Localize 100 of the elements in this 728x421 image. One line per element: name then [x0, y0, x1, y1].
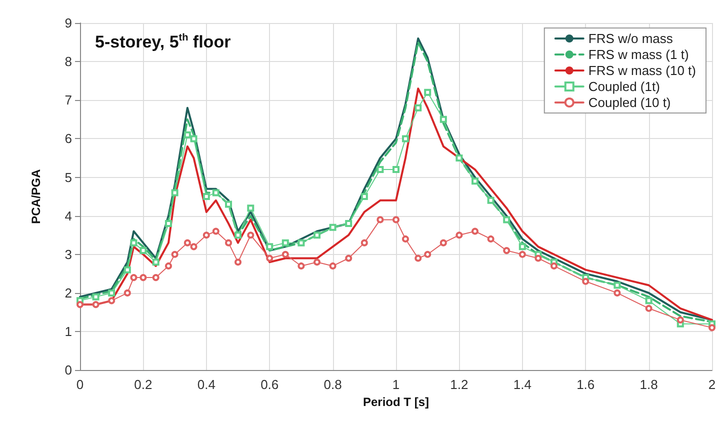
x-tick-label: 0.6: [260, 377, 279, 392]
point: [392, 216, 400, 224]
point: [424, 88, 432, 96]
point: [124, 266, 131, 274]
point: [140, 247, 147, 254]
point: [212, 228, 220, 235]
point: [424, 250, 432, 258]
point: [314, 232, 320, 239]
point: [76, 301, 84, 308]
point: [708, 324, 716, 332]
point: [518, 250, 526, 258]
point: [108, 297, 116, 304]
x-tick-label: 1.4: [513, 377, 532, 392]
y-tick-label: 8: [64, 54, 72, 70]
point: [487, 235, 494, 242]
point: [392, 166, 400, 174]
y-tick-label: 9: [64, 16, 72, 30]
point: [487, 196, 494, 204]
point: [190, 135, 198, 142]
point: [108, 289, 116, 296]
point: [171, 189, 178, 196]
point: [376, 216, 384, 224]
point: [534, 254, 542, 262]
point: [130, 274, 138, 282]
point: [124, 289, 131, 296]
point: [266, 243, 274, 250]
point: [345, 220, 352, 228]
x-axis-title: Period T [s]: [362, 395, 430, 409]
point: [414, 104, 422, 112]
point: [171, 250, 178, 258]
y-tick-label: 1: [64, 324, 72, 340]
point: [503, 216, 510, 224]
y-tick-label: 3: [64, 246, 72, 262]
point: [298, 239, 305, 246]
point: [282, 239, 289, 246]
point: [130, 239, 138, 246]
y-tick-label: 5: [64, 170, 72, 185]
x-tick-label: 1: [392, 377, 400, 392]
x-tick-label: 1.2: [450, 377, 468, 392]
legend-label: Coupled (10 t): [588, 95, 671, 110]
point: [184, 239, 191, 246]
point: [440, 239, 447, 246]
point: [518, 243, 526, 250]
point: [184, 131, 191, 138]
legend-label: FRS w mass (10 t): [588, 63, 696, 78]
point: [92, 293, 100, 300]
y-tick-label: 4: [64, 208, 72, 224]
x-tick-label: 0.4: [197, 377, 216, 392]
point: [212, 189, 220, 196]
point: [152, 274, 160, 282]
point: [247, 232, 254, 239]
point: [402, 135, 409, 142]
point: [472, 178, 478, 185]
point: [234, 258, 242, 266]
y-axis-title: PCA/PGA: [29, 168, 43, 224]
x-tick-label: 2: [708, 377, 716, 392]
point: [314, 258, 320, 266]
point: [164, 262, 172, 270]
point: [645, 304, 652, 312]
point: [164, 220, 172, 228]
y-tick-label: 0: [64, 362, 72, 378]
point: [376, 166, 384, 174]
x-tick-label: 0.8: [324, 377, 342, 392]
point: [234, 232, 242, 239]
point: [140, 274, 147, 282]
legend-label: Coupled (1t): [588, 79, 660, 94]
point: [503, 247, 510, 254]
legend-label: FRS w/o mass: [588, 31, 674, 46]
point: [414, 254, 422, 262]
point: [190, 243, 198, 250]
point: [225, 239, 232, 246]
point: [298, 262, 305, 270]
point: [329, 262, 336, 270]
point: [614, 289, 621, 296]
x-tick-label: 1.8: [640, 377, 658, 392]
point: [152, 258, 160, 266]
x-tick-label: 0: [76, 377, 84, 392]
point: [550, 262, 558, 270]
point: [282, 250, 289, 258]
point: [472, 228, 478, 235]
point: [582, 278, 590, 285]
point: [202, 193, 210, 200]
point: [360, 239, 368, 246]
point: [440, 116, 447, 123]
y-tick-label: 2: [64, 285, 72, 300]
point: [676, 316, 684, 324]
x-tick-label: 1.6: [576, 377, 595, 392]
point: [456, 154, 463, 162]
legend-label: FRS w mass (1 t): [588, 47, 689, 62]
point: [402, 235, 409, 242]
point: [266, 254, 274, 262]
point: [329, 224, 336, 231]
point: [247, 204, 254, 212]
point: [345, 254, 352, 262]
point: [360, 193, 368, 200]
point: [456, 232, 463, 239]
point: [225, 200, 232, 208]
point: [92, 301, 100, 308]
point: [202, 232, 210, 239]
x-tick-label: 0.2: [134, 377, 152, 392]
